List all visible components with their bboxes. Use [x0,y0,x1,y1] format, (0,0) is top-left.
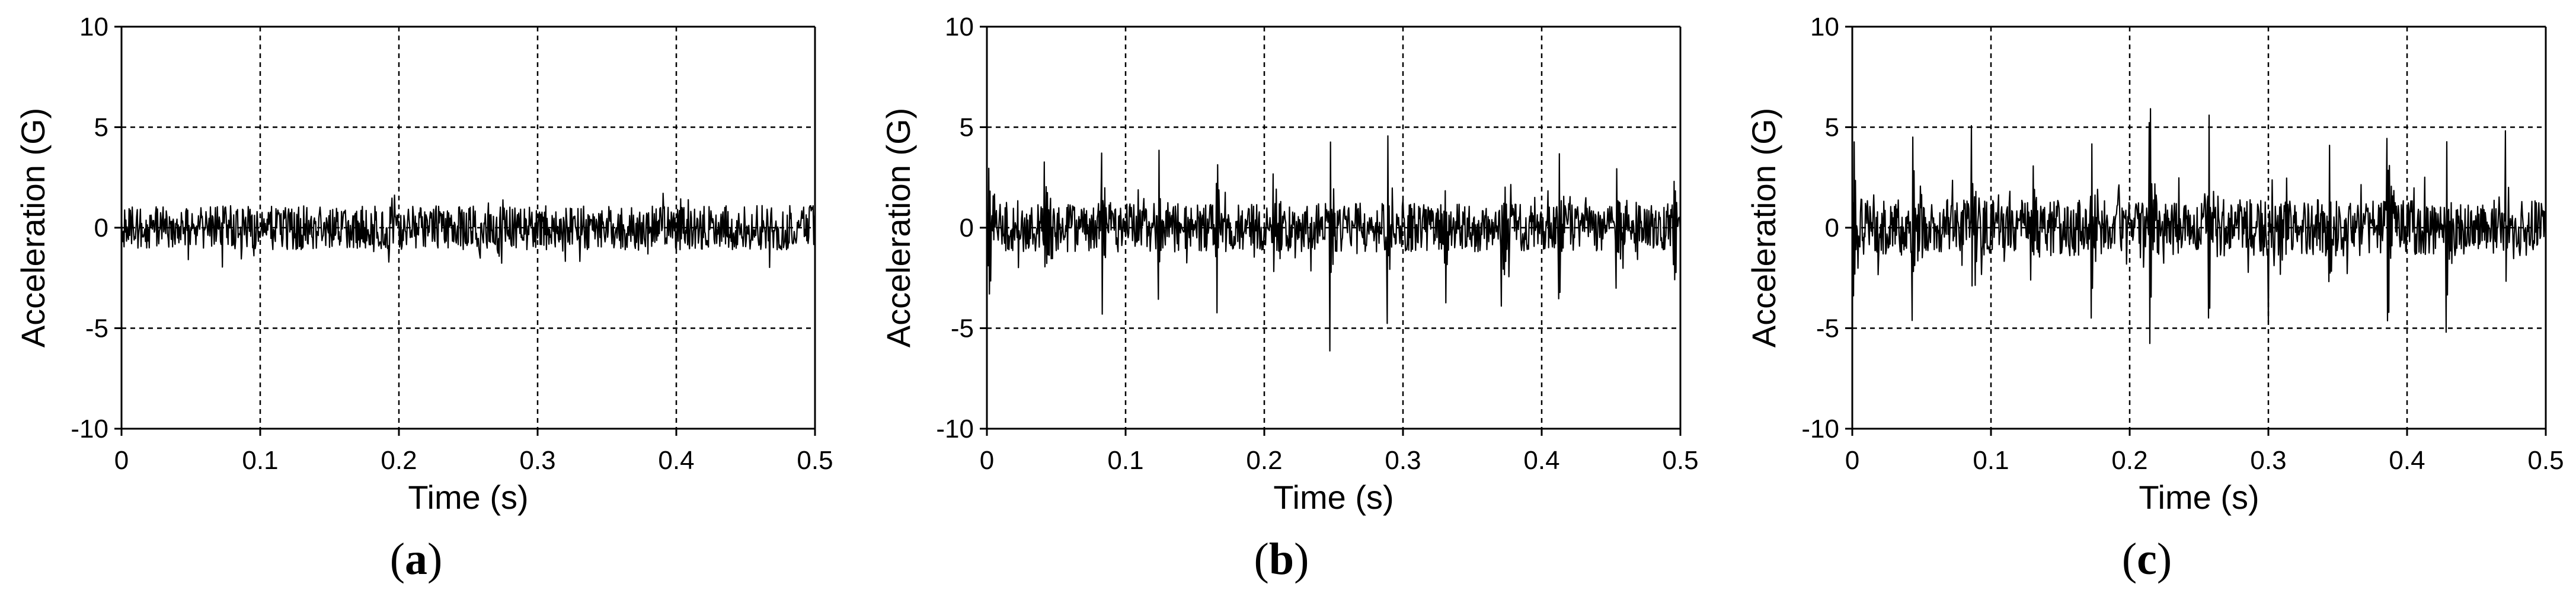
y-tick-label: 5 [960,113,974,142]
x-tick-label: 0.1 [242,446,278,475]
y-tick-label: 0 [94,213,108,243]
y-tick-label: 10 [79,12,108,42]
y-tick-label: 0 [960,213,974,243]
caption-close: ) [2156,534,2172,584]
caption-close: ) [1294,534,1309,584]
caption-letter: b [1268,534,1295,584]
x-tick-label: 0.3 [519,446,555,475]
x-tick-label: 0.4 [1523,446,1559,475]
y-tick-label: -10 [936,414,974,444]
y-tick-label: -5 [85,314,108,343]
caption-c: (c) [2088,534,2206,585]
x-tick-label: 0.5 [797,446,833,475]
x-tick-label: 0.5 [1662,446,1698,475]
caption-letter: a [405,534,427,584]
x-tick-label: 0.2 [2111,446,2147,475]
y-tick-label: -10 [1801,414,1839,444]
y-axis-title: Acceleration (G) [14,108,52,348]
x-tick-label: 0.2 [381,446,417,475]
chart-svg-b: -10 -5 0 5 10 0 0.1 0.2 0.3 0.4 0.5 Time (s) Acceler… [880,12,1699,516]
y-tick-label: 5 [1825,113,1839,142]
x-tick-label: 0 [1845,446,1859,475]
x-tick-label: 0.5 [2527,446,2564,475]
x-axis-title: Time (s) [1273,479,1394,516]
y-tick-label: 10 [1810,12,1839,42]
acceleration-series-line [120,192,816,269]
x-tick-label: 0.2 [1246,446,1282,475]
chart-panel-a: -10 -5 0 5 10 0 0.1 0.2 0.3 0.4 0.5 Time (s) Acceler… [0,0,858,606]
caption-close: ) [427,534,443,584]
y-tick-label: 5 [94,113,108,142]
caption-a: (a) [357,534,475,585]
acceleration-series-line [986,135,1682,352]
x-tick-label: 0.1 [1973,446,2009,475]
caption-b: (b) [1222,534,1341,585]
chart-svg-a: -10 -5 0 5 10 0 0.1 0.2 0.3 0.4 0.5 Time (s) Acceler… [14,12,833,516]
caption-open: ( [389,534,405,584]
caption-open: ( [1254,534,1269,584]
x-tick-label: 0.1 [1107,446,1143,475]
x-tick-label: 0 [980,446,994,475]
chart-panel-c: -10 -5 0 5 10 0 0.1 0.2 0.3 0.4 0.5 Time (s) Acceler… [1731,0,2576,606]
x-tick-label: 0.4 [658,446,694,475]
x-axis-title: Time (s) [2139,479,2259,516]
x-tick-label: 0.3 [1385,446,1421,475]
x-tick-label: 0.4 [2389,446,2425,475]
x-tick-label: 0 [114,446,129,475]
y-tick-label: -5 [951,314,974,343]
y-axis-title: Acceleration (G) [880,108,917,348]
y-tick-label: -5 [1816,314,1839,343]
acceleration-series-line [1851,108,2547,345]
x-axis-title: Time (s) [408,479,528,516]
y-tick-label: 0 [1825,213,1839,243]
chart-panel-b: -10 -5 0 5 10 0 0.1 0.2 0.3 0.4 0.5 Time (s) Acceler… [865,0,1724,606]
y-axis-title: Acceleration (G) [1745,108,1782,348]
y-tick-label: -10 [71,414,108,444]
caption-open: ( [2121,534,2137,584]
chart-svg-c: -10 -5 0 5 10 0 0.1 0.2 0.3 0.4 0.5 Time (s) Acceler… [1745,12,2564,516]
y-tick-label: 10 [945,12,974,42]
caption-letter: c [2137,534,2157,584]
x-tick-label: 0.3 [2250,446,2286,475]
